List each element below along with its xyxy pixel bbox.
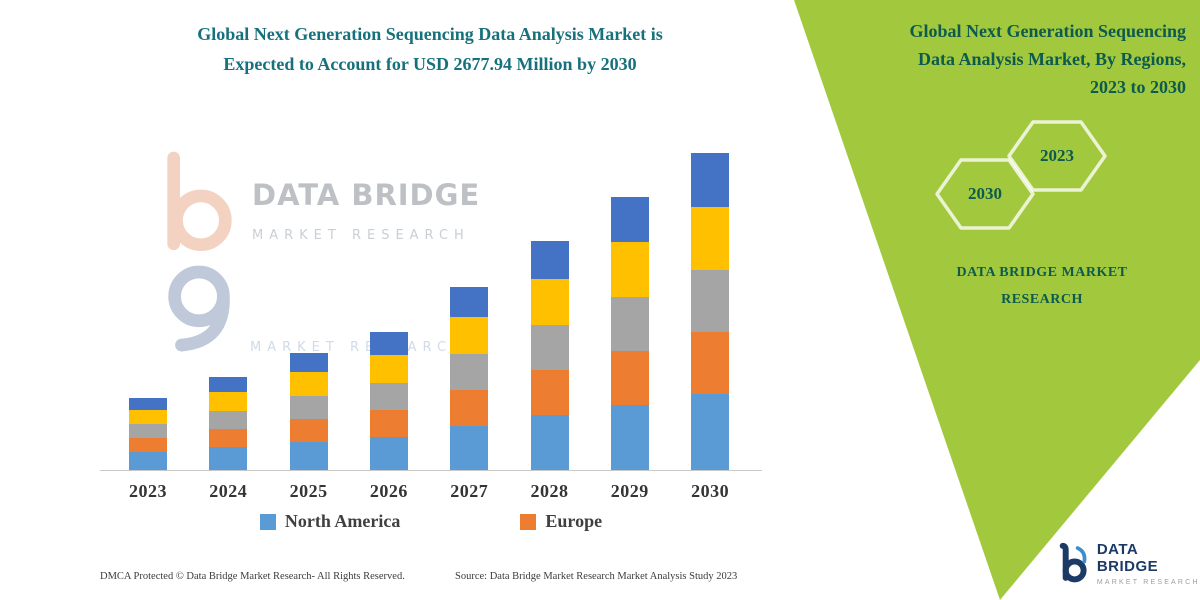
segment-2030-europe	[691, 331, 730, 394]
segment-2026-s5	[369, 332, 408, 355]
legend-label: Europe	[545, 511, 603, 531]
chart-title: Global Next Generation Sequencing Data A…	[110, 20, 750, 79]
segment-2028-north-america	[530, 414, 569, 471]
segment-2023-s5	[129, 398, 167, 411]
segment-2023-north-america	[129, 451, 167, 470]
watermark: DATA BRIDGE MARKET RESEARCH	[160, 150, 480, 355]
segment-2025-s5	[289, 352, 328, 372]
data-bridge-logo-icon	[1059, 542, 1087, 583]
x-axis-line	[100, 470, 762, 471]
segment-2030-s3	[691, 269, 730, 332]
chart-title-line2: Expected to Account for USD 2677.94 Mill…	[223, 53, 637, 74]
bar-2029	[610, 197, 649, 470]
segment-2028-s5	[530, 241, 569, 279]
bar-2026	[369, 332, 408, 470]
logo-subtitle: MARKET RESEARCH	[1096, 578, 1200, 586]
chart-legend: North America Europe	[100, 511, 762, 532]
right-brand-line1: DATA BRIDGE MARKET	[956, 265, 1128, 280]
data-bridge-watermark-icon	[167, 151, 232, 352]
x-label-2027: 2027	[450, 481, 489, 501]
watermark-subtitle: MARKET RESEARCH	[252, 228, 470, 243]
bar-2025	[289, 352, 328, 470]
data-bridge-logo: DATA BRIDGE MARKET RESEARCH	[1056, 540, 1200, 586]
segment-2030-s5	[691, 153, 730, 207]
segment-2029-s4	[610, 241, 649, 297]
segment-2030-s4	[691, 206, 730, 270]
hexagon-year-2023: 2023	[1040, 146, 1074, 165]
x-label-2030: 2030	[691, 481, 730, 501]
segment-2029-europe	[610, 350, 649, 405]
legend-item-north-america: North America	[259, 511, 401, 532]
segment-2028-europe	[530, 370, 569, 415]
hexagon-year-2030: 2030	[968, 184, 1002, 203]
x-label-2025: 2025	[289, 481, 328, 501]
x-label-2028: 2028	[530, 481, 569, 501]
bar-2027	[450, 287, 489, 470]
watermark-text: DATA BRIDGE MARKET RESEARCH	[252, 178, 480, 355]
logo-name: DATA BRIDGE	[1096, 540, 1159, 575]
segment-2029-s5	[610, 197, 649, 242]
segment-2024-europe	[209, 429, 248, 448]
segment-2025-north-america	[289, 441, 328, 470]
x-label-2023: 2023	[129, 481, 167, 501]
logo-text: DATA BRIDGE MARKET RESEARCH	[1097, 541, 1200, 586]
watermark-faint-line: MARKET RESEARCH	[250, 340, 468, 355]
segment-2029-north-america	[610, 404, 649, 470]
dmca-notice: DMCA Protected © Data Bridge Market Rese…	[100, 571, 405, 582]
right-panel-brand: DATA BRIDGE MARKET RESEARCH	[942, 260, 1142, 313]
segment-2025-s4	[289, 371, 328, 396]
segment-2024-s3	[209, 411, 248, 430]
source-note: Source: Data Bridge Market Research Mark…	[455, 571, 738, 582]
right-panel-title: Global Next Generation Sequencing Data A…	[816, 18, 1186, 102]
bar-2030	[691, 153, 730, 470]
segment-2026-north-america	[369, 436, 408, 470]
watermark-brand: DATA BRIDGE	[252, 178, 481, 212]
segment-2028-s3	[530, 325, 569, 371]
segment-2027-s4	[450, 316, 489, 354]
right-title-line3: 2023 to 2030	[1090, 76, 1186, 97]
segment-2027-s3	[450, 353, 489, 390]
segment-2028-s4	[530, 279, 569, 326]
segment-2023-s4	[129, 410, 167, 425]
year-hexagons-icon	[935, 120, 1107, 230]
segment-2026-s4	[369, 354, 408, 383]
x-label-2029: 2029	[610, 481, 649, 501]
legend-label: North America	[284, 511, 401, 531]
segment-2027-s5	[450, 287, 489, 317]
legend-swatch-icon	[520, 513, 537, 530]
segment-2023-s3	[129, 424, 167, 438]
segment-2026-s3	[369, 383, 408, 410]
legend-swatch-icon	[259, 513, 276, 530]
segment-2026-europe	[369, 409, 408, 437]
segment-2027-north-america	[450, 425, 489, 470]
segment-2025-europe	[289, 418, 328, 442]
segment-2024-s4	[209, 392, 248, 412]
right-title-line2: Data Analysis Market, By Regions,	[917, 48, 1186, 69]
bar-2023	[129, 398, 167, 470]
segment-2024-north-america	[209, 447, 248, 470]
segment-2029-s3	[610, 297, 649, 351]
x-label-2026: 2026	[369, 481, 408, 501]
chart-title-line1: Global Next Generation Sequencing Data A…	[197, 24, 663, 44]
bar-2024	[209, 377, 248, 470]
bar-2028	[530, 241, 569, 471]
x-label-2024: 2024	[209, 481, 248, 501]
right-title-line1: Global Next Generation Sequencing	[909, 21, 1186, 41]
right-brand-line2: RESEARCH	[1001, 291, 1083, 307]
legend-item-europe: Europe	[520, 511, 602, 532]
segment-2027-europe	[450, 389, 489, 426]
segment-2023-europe	[129, 437, 167, 452]
segment-2025-s3	[289, 395, 328, 419]
segment-2030-north-america	[691, 393, 730, 470]
segment-2024-s5	[209, 377, 248, 393]
